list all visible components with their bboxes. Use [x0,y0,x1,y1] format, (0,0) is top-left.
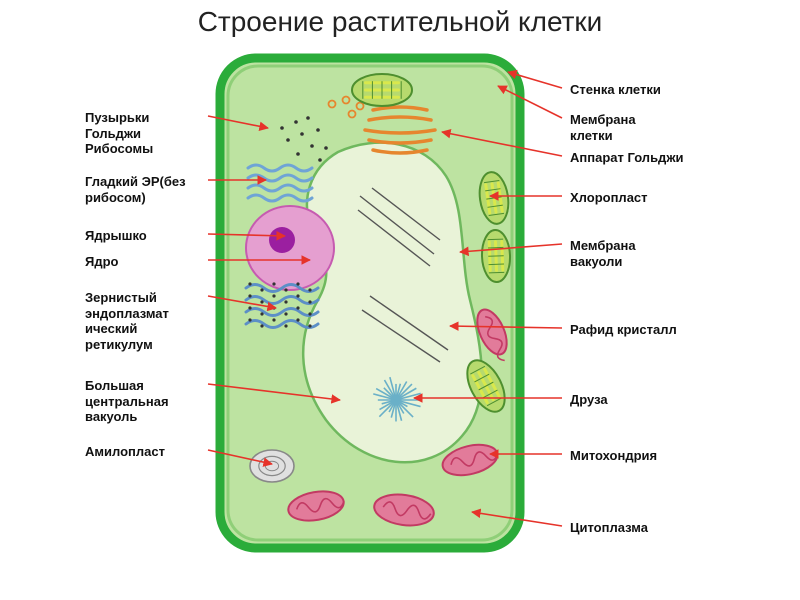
label-cell-wall: Стенка клетки [570,82,720,98]
label-golgi-vesicles: Пузырьки Гольджи Рибосомы [85,110,205,157]
label-membrane: Мембрана клетки [570,112,720,143]
label-nucleolus: Ядрышко [85,228,205,244]
label-vacuole: Большая центральная вакуоль [85,378,205,425]
label-nucleus: Ядро [85,254,205,270]
label-golgi: Аппарат Гольджи [570,150,720,166]
label-vacuole-memb: Мембрана вакуоли [570,238,720,269]
label-raphide: Рафид кристалл [570,322,720,338]
label-mitochondrion: Митохондрия [570,448,720,464]
label-druse: Друза [570,392,720,408]
label-chloroplast: Хлоропласт [570,190,720,206]
label-amyloplast: Амилопласт [85,444,205,460]
label-rough-er: Зернистый эндоплазмат ический ретикулум [85,290,205,352]
label-cytoplasm: Цитоплазма [570,520,720,536]
label-smooth-er: Гладкий ЭР(без рибосом) [85,174,205,205]
